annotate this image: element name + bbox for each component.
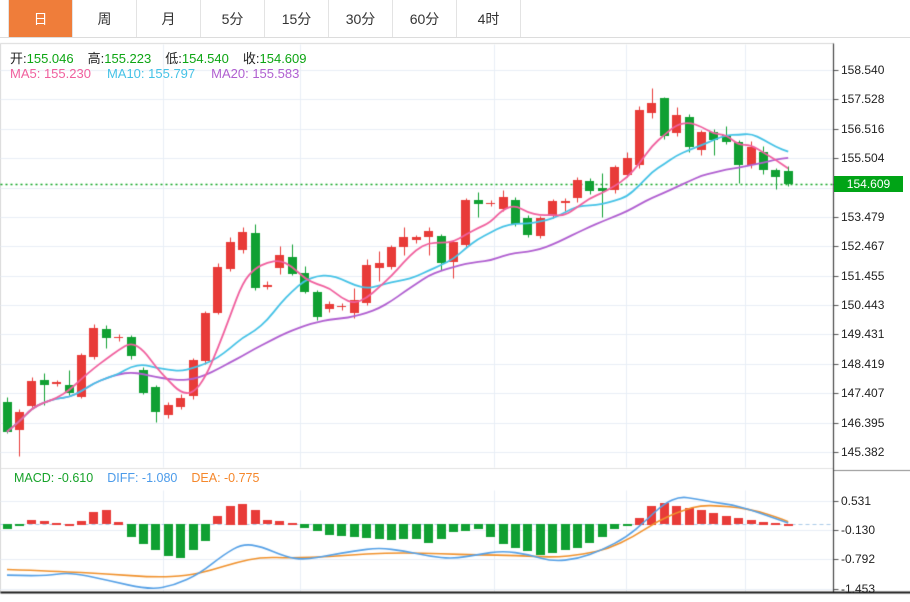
price-axis-tick-label: 155.504 — [841, 151, 885, 166]
ohlc-label: 高: — [87, 51, 105, 66]
price-axis-tick-label: 146.395 — [841, 415, 885, 430]
ma-legend-item: MA10: 155.797 — [106, 66, 196, 81]
tab-4hour[interactable]: 4时 — [457, 0, 521, 37]
tab-month[interactable]: 月 — [137, 0, 201, 37]
price-axis-tick-label: 145.382 — [841, 444, 885, 459]
price-axis-tick-label: 156.516 — [841, 121, 885, 136]
macd-legend-item: MACD: -0.610 — [14, 471, 94, 485]
last-price-badge: 154.609 — [834, 176, 903, 193]
ma-legend-item: MA5: 155.230 — [10, 66, 91, 81]
macd-legend-item: DIFF: -1.080 — [107, 471, 178, 485]
macd-legend: MACD: -0.610 DIFF: -1.080 DEA: -0.775 — [14, 471, 273, 485]
macd-axis-tick-label: -0.130 — [841, 523, 876, 538]
price-axis-tick-label: 148.419 — [841, 356, 885, 371]
ma-legend: MA5: 155.230 MA10: 155.797 MA20: 155.583 — [10, 66, 315, 81]
macd-axis-tick-label: -1.453 — [841, 581, 876, 596]
tab-5min[interactable]: 5分 — [201, 0, 265, 37]
ohlc-value: 154.540 — [181, 51, 229, 66]
tab-week[interactable]: 周 — [73, 0, 137, 37]
tab-day[interactable]: 日 — [8, 0, 73, 37]
ohlc-value: 155.223 — [104, 51, 152, 66]
macd-legend-item: DEA: -0.775 — [191, 471, 260, 485]
price-axis-tick-label: 149.431 — [841, 327, 885, 342]
tab-15min[interactable]: 15分 — [265, 0, 329, 37]
ohlc-value: 155.046 — [26, 51, 74, 66]
macd-axis-tick-label: -0.792 — [841, 552, 876, 567]
ohlc-label: 开: — [10, 51, 27, 66]
tab-60min[interactable]: 60分 — [393, 0, 457, 37]
ohlc-label: 低: — [165, 51, 182, 66]
macd-axis-tick-label: 0.531 — [841, 493, 872, 508]
price-axis-tick-label: 152.467 — [841, 239, 885, 254]
tab-30min[interactable]: 30分 — [329, 0, 393, 37]
price-axis-tick-label: 147.407 — [841, 386, 885, 401]
price-axis-tick-label: 153.479 — [841, 209, 885, 224]
ohlc-label: 收: — [242, 51, 260, 66]
ohlc-legend: 开:155.046 高:155.223 低:154.540 收:154.609 — [10, 48, 321, 67]
price-axis-tick-label: 157.528 — [841, 92, 885, 107]
ohlc-value: 154.609 — [259, 51, 307, 66]
timeframe-tab-bar: 日周月 5分 15分 30分 60分 4时 — [0, 0, 910, 38]
price-axis-tick-label: 151.455 — [841, 268, 885, 283]
ma-legend-item: MA20: 155.583 — [211, 66, 300, 81]
price-axis-tick-label: 158.540 — [841, 63, 885, 77]
price-axis-tick-label: 150.443 — [841, 298, 885, 313]
